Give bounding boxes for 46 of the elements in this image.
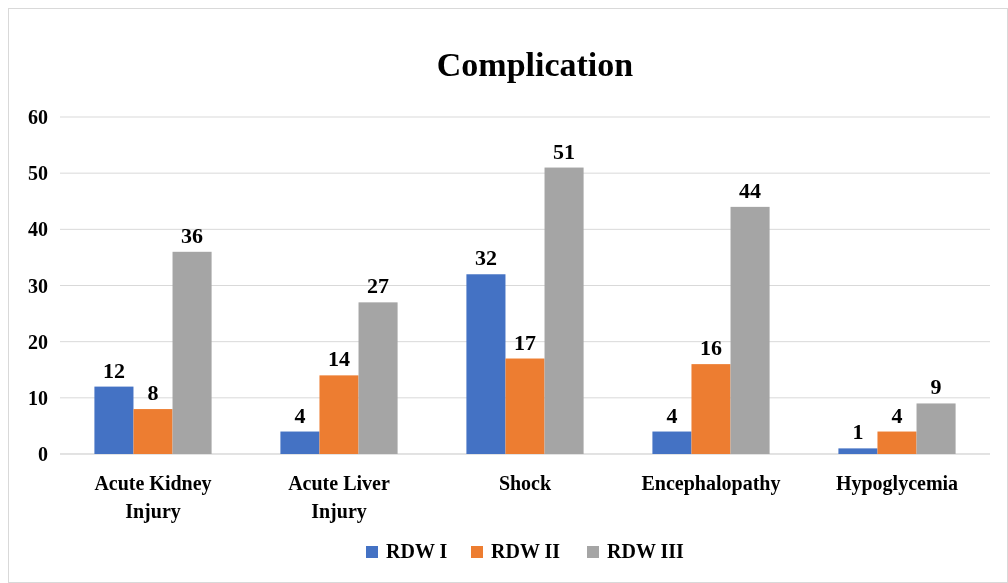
data-label: 4 [666,402,678,428]
data-label: 44 [739,177,762,203]
y-tick-label: 0 [38,443,48,465]
legend-label: RDW III [607,540,685,562]
data-label: 17 [514,329,536,355]
bar [916,403,956,454]
x-tick-label: Encephalopathy [641,472,781,495]
bar [730,206,770,454]
bar [838,448,878,454]
data-label: 12 [102,357,125,383]
data-label: 36 [181,222,204,248]
data-label: 14 [328,346,350,372]
y-tick-label: 10 [28,386,48,409]
y-tick-label: 60 [28,106,48,128]
x-tick-label: Shock [498,472,552,494]
y-tick-label: 50 [28,162,48,185]
x-tick-label: Acute Liver Injury [288,472,390,523]
bar [466,274,506,454]
bar [505,358,545,454]
data-label: 27 [367,273,390,299]
bar [652,431,692,454]
data-label: 4 [891,402,903,428]
data-label: 8 [147,380,159,406]
data-label: 1 [852,419,864,445]
x-tick-label: Acute Kidney Injury [94,472,212,523]
data-label: 32 [474,245,497,271]
bar [877,431,917,454]
data-label: 16 [700,335,722,361]
y-tick-label: 40 [28,218,48,241]
bar [544,167,584,454]
bar [133,409,173,454]
bar [358,302,398,454]
bar [691,364,731,454]
y-tick-label: 20 [28,330,48,353]
chart-title: Complication [436,46,634,83]
bar [94,386,134,454]
data-label: 4 [294,402,306,428]
legend-label: RDW II [491,540,561,562]
bar [172,251,212,454]
y-tick-label: 30 [28,274,48,297]
legend-label: RDW I [386,540,448,562]
data-label: 51 [553,138,576,164]
data-label: 9 [930,374,942,400]
bar [280,431,320,454]
bar [319,375,359,454]
x-tick-label: Hypoglycemia [835,472,959,495]
